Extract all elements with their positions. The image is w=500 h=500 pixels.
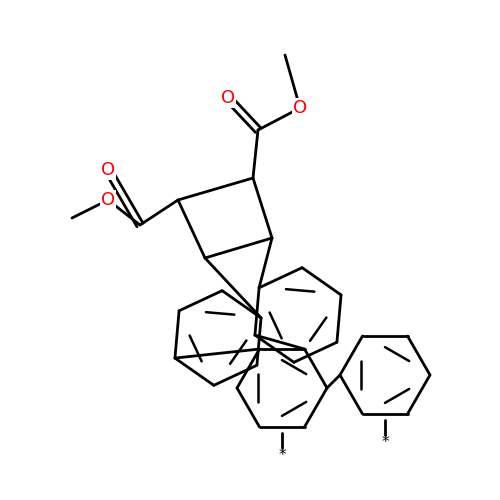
Text: *: * <box>381 435 389 450</box>
Text: *: * <box>278 448 286 463</box>
Text: O: O <box>101 191 115 209</box>
Text: O: O <box>221 89 235 107</box>
Text: O: O <box>293 99 307 117</box>
Text: O: O <box>101 161 115 179</box>
